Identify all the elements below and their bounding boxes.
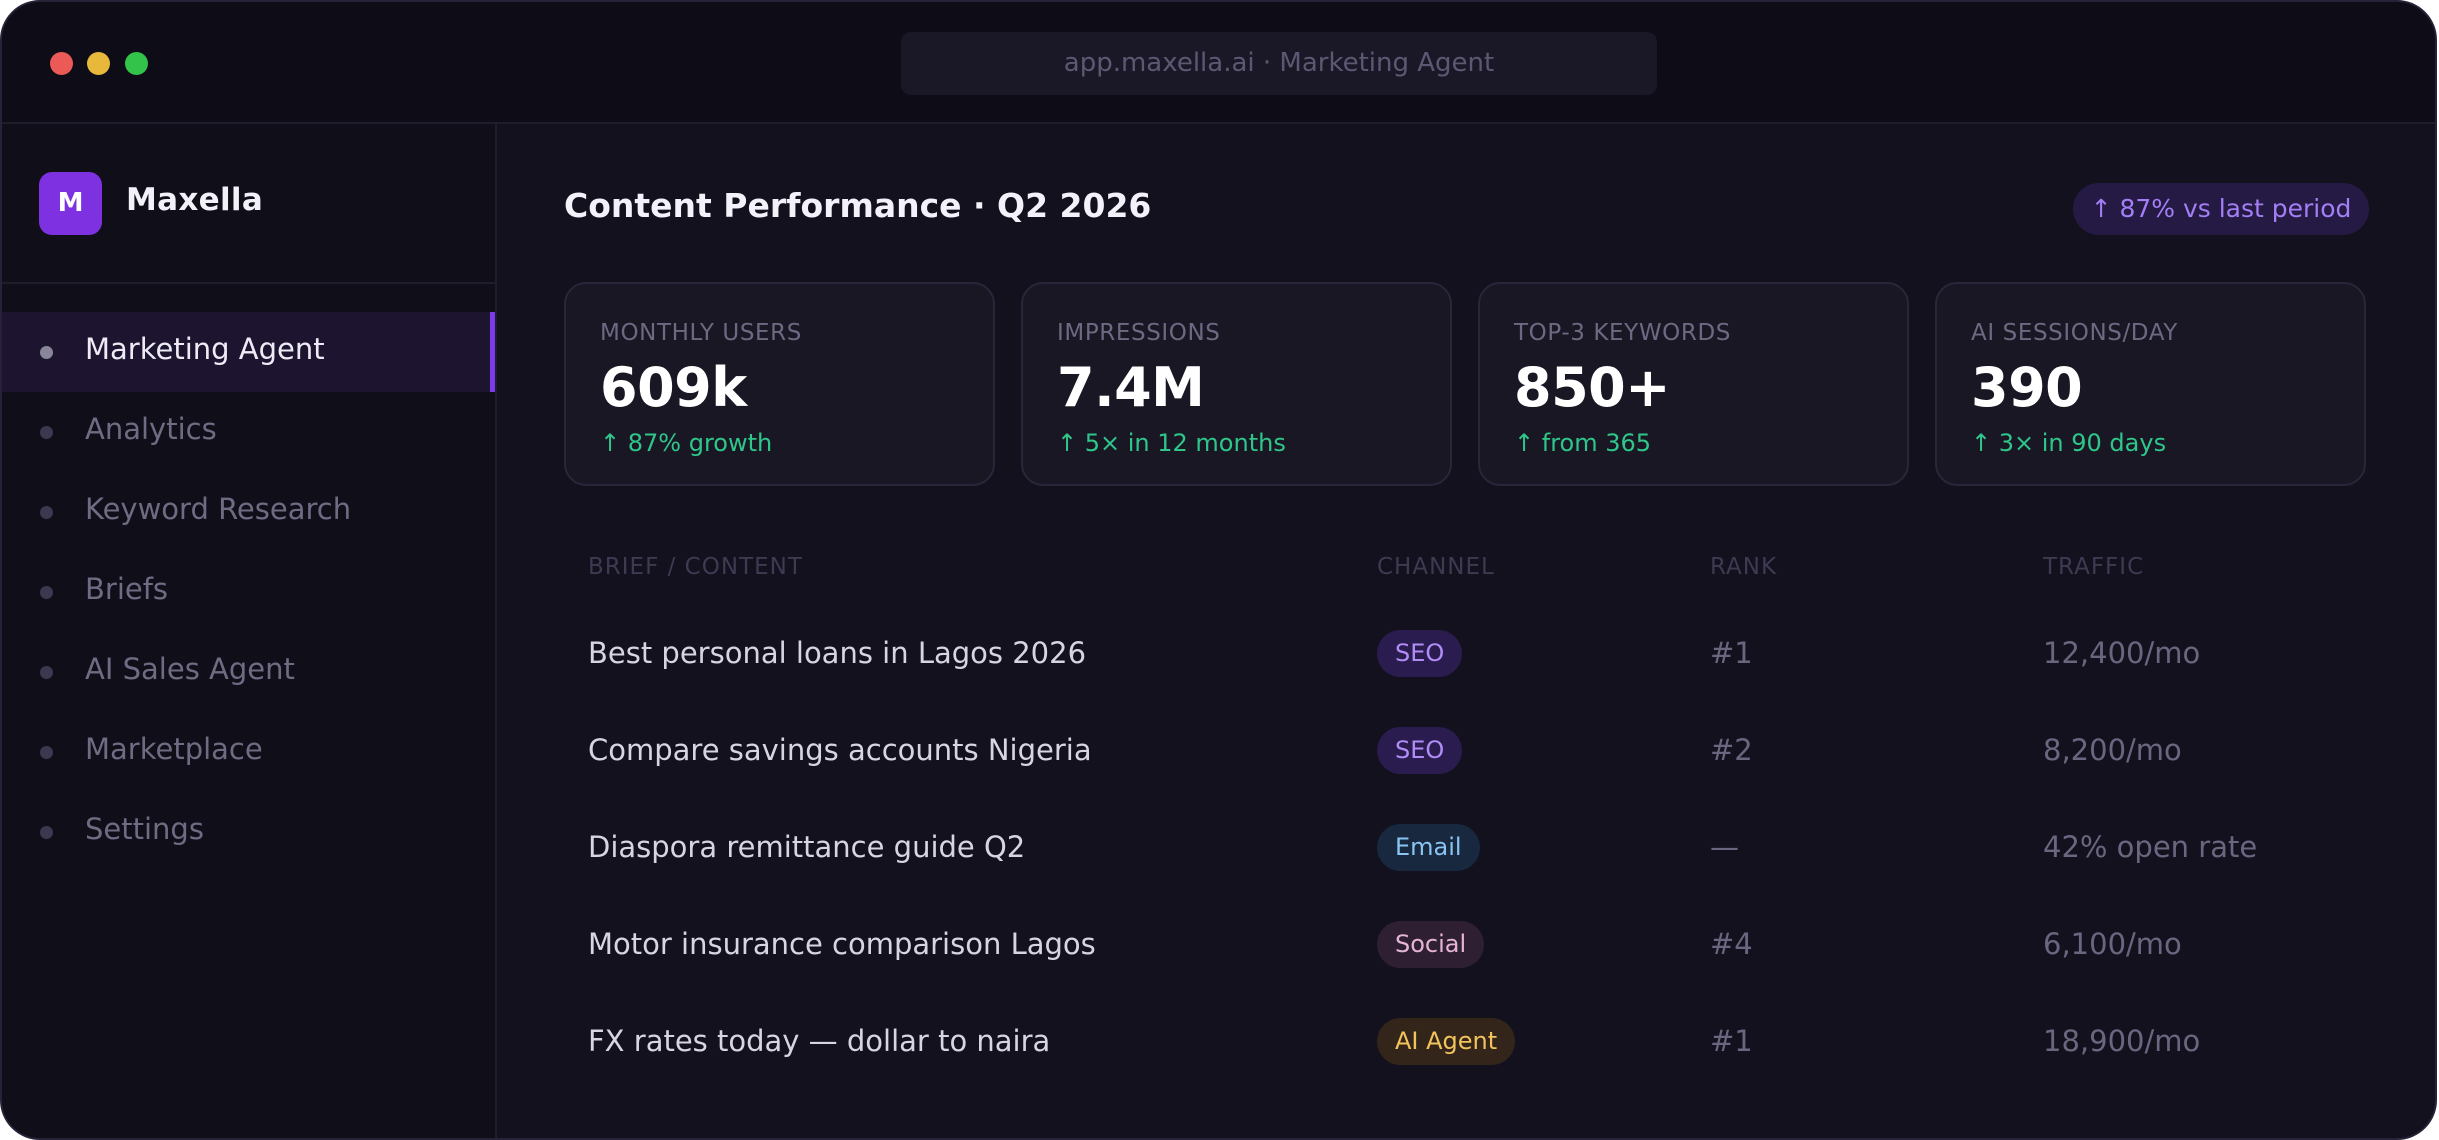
maximize-window-button[interactable]: [125, 52, 148, 75]
stat-value: 7.4M: [1057, 356, 1205, 419]
content-title: Compare savings accounts Nigeria: [588, 733, 1092, 767]
channel-badge: Email: [1377, 824, 1480, 871]
sidebar-item-label: Keyword Research: [85, 492, 352, 526]
rank-value: #1: [1710, 1024, 1753, 1058]
sidebar-item-label: Marketplace: [85, 732, 263, 766]
stat-card-top3-keywords: TOP-3 KEYWORDS 850+ ↑ from 365: [1478, 282, 1909, 486]
traffic-value: 42% open rate: [2043, 830, 2258, 864]
stat-card-monthly-users: MONTHLY USERS 609k ↑ 87% growth: [564, 282, 995, 486]
stat-label: AI SESSIONS/DAY: [1971, 320, 2178, 346]
sidebar-item-label: Analytics: [85, 412, 217, 446]
sidebar-item-settings[interactable]: Settings: [2, 792, 495, 872]
sidebar-item-label: Briefs: [85, 572, 169, 606]
sidebar-item-label: Marketing Agent: [85, 332, 325, 366]
sidebar-item-marketing-agent[interactable]: Marketing Agent: [2, 312, 495, 392]
bullet-icon: [40, 746, 53, 759]
stat-label: TOP-3 KEYWORDS: [1514, 320, 1731, 346]
address-bar[interactable]: app.maxella.ai · Marketing Agent: [901, 32, 1657, 95]
table-row[interactable]: Compare savings accounts Nigeria SEO #2 …: [499, 703, 2435, 800]
content-title: Diaspora remittance guide Q2: [588, 830, 1026, 864]
bullet-icon: [40, 346, 53, 359]
main-content: Content Performance · Q2 2026 ↑ 87% vs l…: [499, 124, 2435, 1138]
content-title: Best personal loans in Lagos 2026: [588, 636, 1087, 670]
brand-logo[interactable]: M: [39, 172, 102, 235]
stat-delta: ↑ 5× in 12 months: [1057, 429, 1286, 457]
growth-badge: ↑ 87% vs last period: [2073, 183, 2369, 235]
sidebar-nav: Marketing Agent Analytics Keyword Resear…: [2, 312, 495, 872]
stat-card-impressions: IMPRESSIONS 7.4M ↑ 5× in 12 months: [1021, 282, 1452, 486]
content-title: Motor insurance comparison Lagos: [588, 927, 1096, 961]
column-header-content[interactable]: BRIEF / CONTENT: [588, 554, 803, 580]
title-bar: app.maxella.ai · Marketing Agent: [2, 2, 2435, 124]
sidebar-item-ai-sales-agent[interactable]: AI Sales Agent: [2, 632, 495, 712]
table-row[interactable]: Best personal loans in Lagos 2026 SEO #1…: [499, 606, 2435, 703]
traffic-value: 6,100/mo: [2043, 927, 2182, 961]
channel-badge: SEO: [1377, 727, 1463, 774]
sidebar-item-briefs[interactable]: Briefs: [2, 552, 495, 632]
sidebar-item-marketplace[interactable]: Marketplace: [2, 712, 495, 792]
table-row[interactable]: Motor insurance comparison Lagos Social …: [499, 897, 2435, 994]
brand-name: Maxella: [126, 182, 264, 218]
brand-header: M Maxella: [2, 124, 495, 284]
column-header-rank[interactable]: RANK: [1710, 554, 1778, 580]
stat-value: 390: [1971, 356, 2083, 419]
table-row[interactable]: Diaspora remittance guide Q2 Email — 42%…: [499, 800, 2435, 897]
sidebar-item-analytics[interactable]: Analytics: [2, 392, 495, 472]
minimize-window-button[interactable]: [87, 52, 110, 75]
close-window-button[interactable]: [50, 52, 73, 75]
sidebar: M Maxella Marketing Agent Analytics Keyw…: [2, 124, 497, 1138]
bullet-icon: [40, 826, 53, 839]
stat-delta: ↑ 87% growth: [600, 429, 773, 457]
sidebar-item-label: AI Sales Agent: [85, 652, 295, 686]
table-row[interactable]: FX rates today — dollar to naira AI Agen…: [499, 994, 2435, 1091]
sidebar-item-label: Settings: [85, 812, 204, 846]
channel-badge: AI Agent: [1377, 1018, 1516, 1065]
rank-value: #1: [1710, 636, 1753, 670]
channel-badge: SEO: [1377, 630, 1463, 677]
bullet-icon: [40, 426, 53, 439]
column-header-traffic[interactable]: TRAFFIC: [2043, 554, 2145, 580]
column-header-channel[interactable]: CHANNEL: [1377, 554, 1495, 580]
sidebar-item-keyword-research[interactable]: Keyword Research: [2, 472, 495, 552]
traffic-value: 12,400/mo: [2043, 636, 2201, 670]
rank-value: #4: [1710, 927, 1753, 961]
content-title: FX rates today — dollar to naira: [588, 1024, 1051, 1058]
stat-card-ai-sessions: AI SESSIONS/DAY 390 ↑ 3× in 90 days: [1935, 282, 2366, 486]
bullet-icon: [40, 586, 53, 599]
bullet-icon: [40, 506, 53, 519]
stat-delta: ↑ 3× in 90 days: [1971, 429, 2167, 457]
traffic-value: 8,200/mo: [2043, 733, 2182, 767]
rank-value: #2: [1710, 733, 1753, 767]
bullet-icon: [40, 666, 53, 679]
rank-value: —: [1710, 830, 1739, 864]
channel-badge: Social: [1377, 921, 1485, 968]
stat-delta: ↑ from 365: [1514, 429, 1652, 457]
stat-value: 609k: [600, 356, 747, 419]
stat-label: IMPRESSIONS: [1057, 320, 1221, 346]
traffic-value: 18,900/mo: [2043, 1024, 2201, 1058]
page-title: Content Performance · Q2 2026: [564, 186, 1152, 225]
stat-value: 850+: [1514, 356, 1670, 419]
stat-label: MONTHLY USERS: [600, 320, 802, 346]
